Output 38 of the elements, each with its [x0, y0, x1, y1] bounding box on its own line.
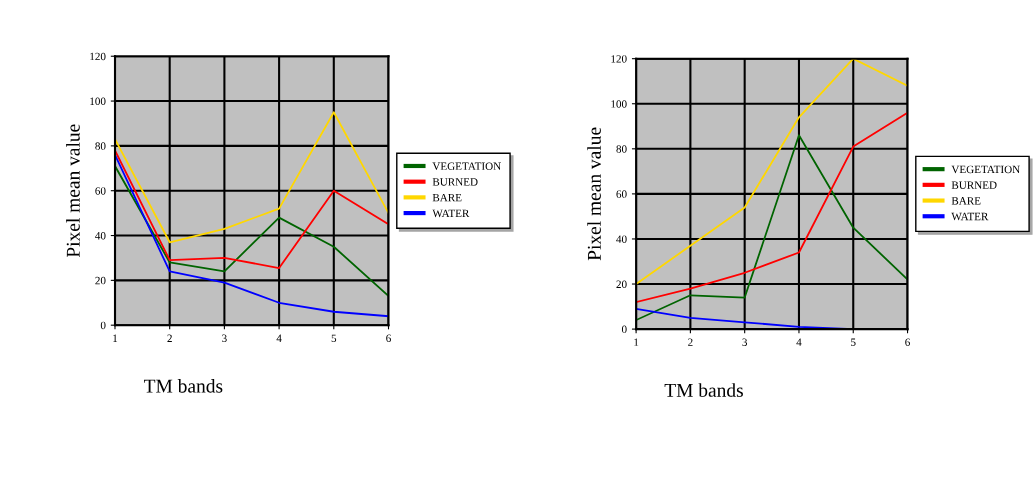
x-tick-label: 5: [851, 338, 856, 346]
legend-label: BURNED: [432, 178, 478, 186]
x-tick-label: 5: [331, 334, 337, 343]
legend-label: BURNED: [951, 181, 997, 189]
y-tick-label: 20: [95, 276, 106, 285]
y-axis-title: Pixel mean value: [587, 127, 601, 261]
x-tick-label: 3: [222, 334, 227, 343]
x-axis-title: TM bands: [144, 378, 223, 393]
x-tick-label: 4: [276, 334, 282, 342]
y-tick-label: 0: [100, 321, 106, 330]
legend-label: WATER: [432, 209, 470, 218]
legend-label: BARE: [432, 193, 462, 202]
x-axis-title: TM bands: [664, 383, 743, 397]
y-tick-label: 60: [616, 190, 627, 198]
y-tick-label: 40: [95, 232, 106, 240]
legend-label: BARE: [951, 197, 981, 205]
y-tick-label: 120: [611, 55, 627, 63]
y-tick-label: 60: [95, 187, 106, 195]
legend-label: VEGETATION: [432, 162, 501, 171]
y-tick-label: 100: [611, 100, 627, 108]
legend-label: WATER: [951, 212, 989, 221]
y-tick-label: 0: [621, 325, 627, 334]
x-tick-label: 2: [167, 334, 172, 342]
y-tick-label: 80: [616, 145, 627, 153]
x-tick-label: 6: [905, 338, 910, 346]
x-tick-label: 6: [386, 334, 391, 343]
y-tick-label: 100: [90, 97, 106, 106]
x-tick-label: 1: [113, 334, 118, 342]
x-tick-label: 2: [688, 338, 693, 346]
legend-label: VEGETATION: [951, 165, 1020, 174]
x-tick-label: 4: [796, 338, 802, 346]
y-tick-label: 20: [616, 280, 627, 288]
y-tick-label: 80: [95, 142, 106, 150]
x-tick-label: 1: [634, 338, 639, 346]
y-tick-label: 40: [616, 235, 627, 243]
x-tick-label: 3: [742, 338, 748, 346]
y-axis-title: Pixel mean value: [66, 124, 80, 258]
y-tick-label: 120: [90, 52, 106, 61]
